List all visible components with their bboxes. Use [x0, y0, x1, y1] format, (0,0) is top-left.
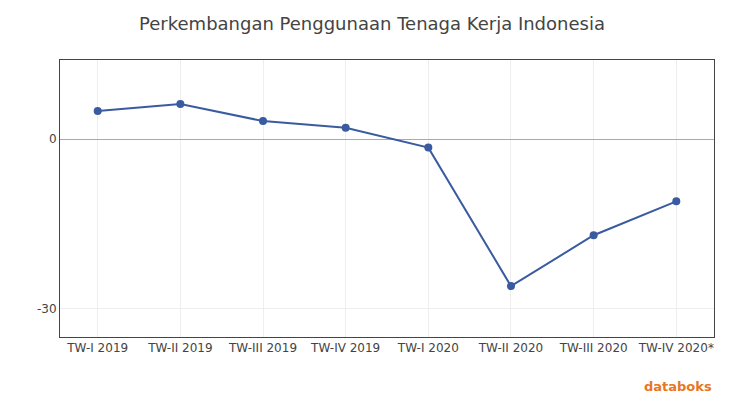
- svg-text:0: 0: [49, 132, 57, 146]
- svg-text:TW-II 2019: TW-II 2019: [147, 341, 212, 355]
- svg-text:TW-IV 2019: TW-IV 2019: [310, 341, 380, 355]
- svg-text:TW-I 2019: TW-I 2019: [66, 341, 128, 355]
- svg-text:TW-II 2020: TW-II 2020: [478, 341, 543, 355]
- svg-text:TW-III 2019: TW-III 2019: [228, 341, 297, 355]
- svg-text:Perkembangan Penggunaan Tenaga: Perkembangan Penggunaan Tenaga Kerja Ind…: [139, 13, 605, 34]
- svg-text:-30: -30: [37, 302, 57, 316]
- svg-text:TW-IV 2020*: TW-IV 2020*: [638, 341, 714, 355]
- svg-text:databoks: databoks: [644, 379, 712, 394]
- svg-text:TW-III 2020: TW-III 2020: [559, 341, 628, 355]
- svg-text:TW-I 2020: TW-I 2020: [397, 341, 459, 355]
